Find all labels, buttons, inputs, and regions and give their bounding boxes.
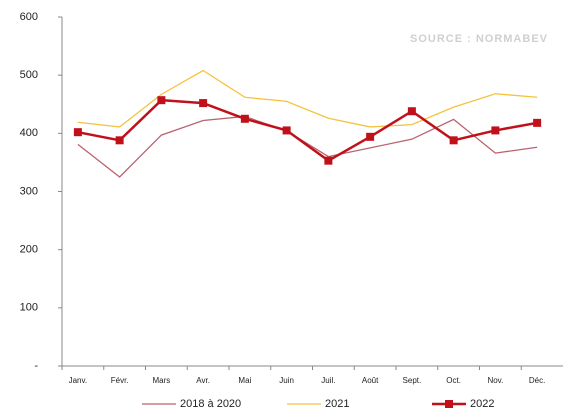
y-tick-label: 600: [20, 11, 38, 23]
x-tick-label: Janv.: [69, 376, 88, 385]
x-tick-label: Sept.: [403, 376, 422, 385]
x-tick-label: Mai: [238, 376, 251, 385]
point-marker: [240, 114, 249, 123]
x-tick-label: Nov.: [487, 376, 503, 385]
legend-marker: [445, 400, 453, 408]
point-marker: [282, 126, 291, 135]
y-tick-label: 100: [20, 302, 38, 314]
series-line: [77, 98, 538, 163]
x-tick-label: Oct.: [446, 376, 461, 385]
legend-label: 2021: [325, 398, 349, 409]
point-marker: [73, 128, 82, 137]
y-tick-label: 400: [20, 127, 38, 139]
point-marker: [449, 136, 458, 145]
x-tick-label: Avr.: [196, 376, 210, 385]
point-marker: [324, 156, 333, 165]
series-line: [77, 115, 538, 178]
point-marker: [366, 132, 375, 141]
point-marker: [115, 136, 124, 145]
point-marker: [533, 118, 542, 127]
point-marker: [407, 107, 416, 116]
x-tick-label: Juin: [279, 376, 294, 385]
point-marker: [157, 96, 166, 105]
source-annotation: SOURCE : NORMABEV: [410, 33, 548, 45]
point-marker: [491, 126, 500, 135]
legend-label: 2018 à 2020: [180, 398, 241, 409]
y-tick-label: 500: [20, 69, 38, 81]
x-tick-label: Déc.: [529, 376, 545, 385]
y-tick-label: -: [34, 360, 38, 372]
x-tick-label: Févr.: [111, 376, 129, 385]
x-tick-label: Août: [362, 376, 379, 385]
y-tick-label: 200: [20, 244, 38, 256]
y-tick-label: 300: [20, 185, 38, 197]
x-tick-label: Mars: [152, 376, 170, 385]
x-tick-label: Juil.: [321, 376, 335, 385]
series-line: [77, 69, 538, 128]
point-marker: [199, 99, 208, 108]
legend-label: 2022: [470, 398, 494, 409]
